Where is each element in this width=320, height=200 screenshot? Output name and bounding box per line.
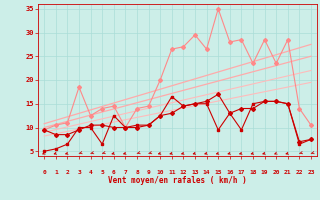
X-axis label: Vent moyen/en rafales ( km/h ): Vent moyen/en rafales ( km/h ) xyxy=(108,176,247,185)
